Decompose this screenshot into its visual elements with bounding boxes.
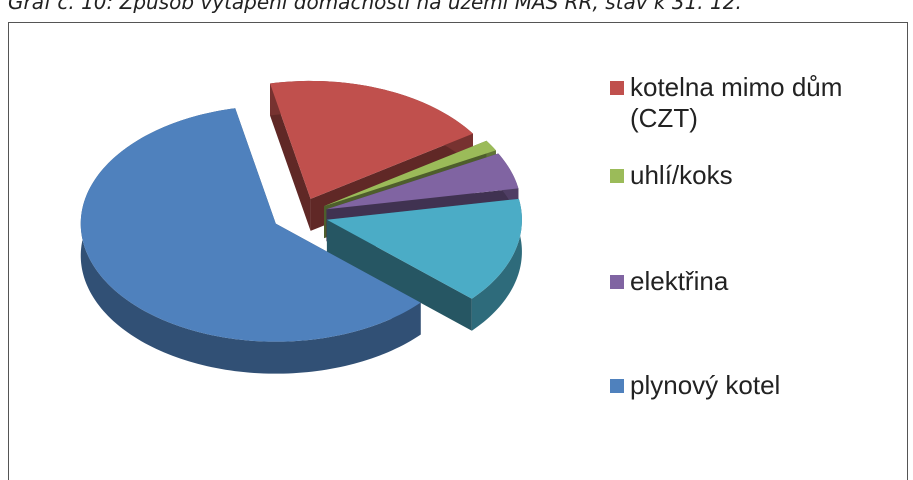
legend-swatch <box>610 379 624 393</box>
legend-label: uhlí/koks <box>630 160 733 190</box>
legend-label: plynový kotel <box>630 370 781 400</box>
slice-edge <box>326 219 472 331</box>
legend-item: plynový kotel <box>610 370 900 401</box>
slice-side <box>80 108 421 374</box>
slice-side <box>471 198 522 331</box>
legend-item: kotelna mimo dům (CZT) <box>610 72 900 134</box>
slice <box>326 198 522 299</box>
slice-edge <box>270 83 311 231</box>
legend-label: elektřina <box>630 266 729 296</box>
slice <box>324 140 496 207</box>
slice <box>270 80 473 199</box>
legend-item: elektřina <box>610 266 900 297</box>
legend-swatch <box>610 275 624 289</box>
chart-frame <box>8 22 908 480</box>
slice <box>80 108 421 342</box>
slice <box>326 153 519 210</box>
legend-swatch <box>610 81 624 95</box>
legend-label: kotelna mimo dům (CZT) <box>630 72 843 133</box>
legend-item: uhlí/koks <box>610 160 900 191</box>
chart-title: Graf č. 10: Způsob vytápění domácností n… <box>8 0 742 14</box>
legend-swatch <box>610 169 624 183</box>
